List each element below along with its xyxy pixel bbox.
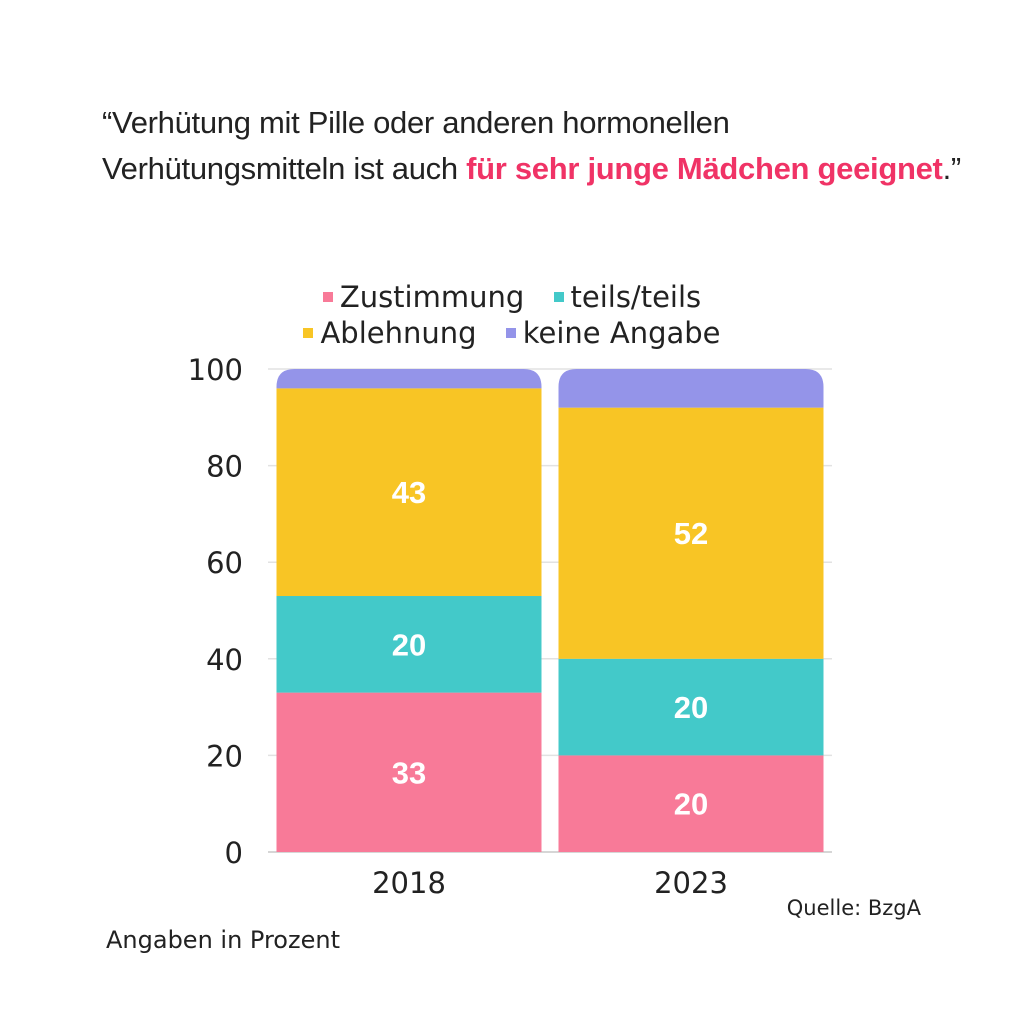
legend-item-teils: teils/teils [553,280,702,314]
legend-swatch-ablehnung [303,328,314,338]
y-tick-label: 80 [206,450,243,484]
source-note: Quelle: BzgA [786,896,921,920]
data-label: 52 [674,516,708,551]
y-tick-label: 0 [225,836,243,870]
data-label: 43 [392,475,426,510]
data-label: 20 [392,627,426,662]
legend-row-1: Zustimmung teils/teils [0,280,1024,314]
legend-item-keine-angabe: keine Angabe [505,316,721,350]
bar-segment [276,388,542,597]
y-tick-label: 60 [206,546,243,580]
x-tick-label: 2023 [654,866,728,900]
y-tick-label: 100 [188,353,243,387]
legend-label: Ablehnung [320,316,477,350]
bar-segment [558,369,824,408]
title-end: .” [942,151,962,186]
chart-title: “Verhütung mit Pille oder anderen hormon… [102,100,962,192]
bar-segment [558,755,824,852]
data-label: 33 [392,755,426,790]
bar-segment [276,369,542,389]
legend-label: teils/teils [570,280,702,314]
bar-segment [558,407,824,659]
data-label: 20 [674,690,708,725]
legend-item-ablehnung: Ablehnung [303,316,477,350]
legend-swatch-zustimmung [322,292,333,302]
x-tick-label: 2018 [372,866,446,900]
data-label: 20 [674,787,708,822]
y-tick-label: 40 [206,643,243,677]
legend-row-2: Ablehnung keine Angabe [0,316,1024,350]
legend-label: Zustimmung [339,280,525,314]
bar-segment [558,658,824,756]
legend-swatch-keine-angabe [505,328,516,338]
title-text: “Verhütung mit Pille oder anderen hormon… [102,105,730,186]
legend-item-zustimmung: Zustimmung [322,280,525,314]
bar-segment [276,692,542,852]
legend-label: keine Angabe [522,316,721,350]
legend-swatch-teils [553,292,564,302]
bar-segment [276,596,542,693]
y-tick-label: 20 [206,739,243,773]
unit-note: Angaben in Prozent [106,926,340,954]
title-highlight: für sehr junge Mädchen geeignet [466,151,943,186]
